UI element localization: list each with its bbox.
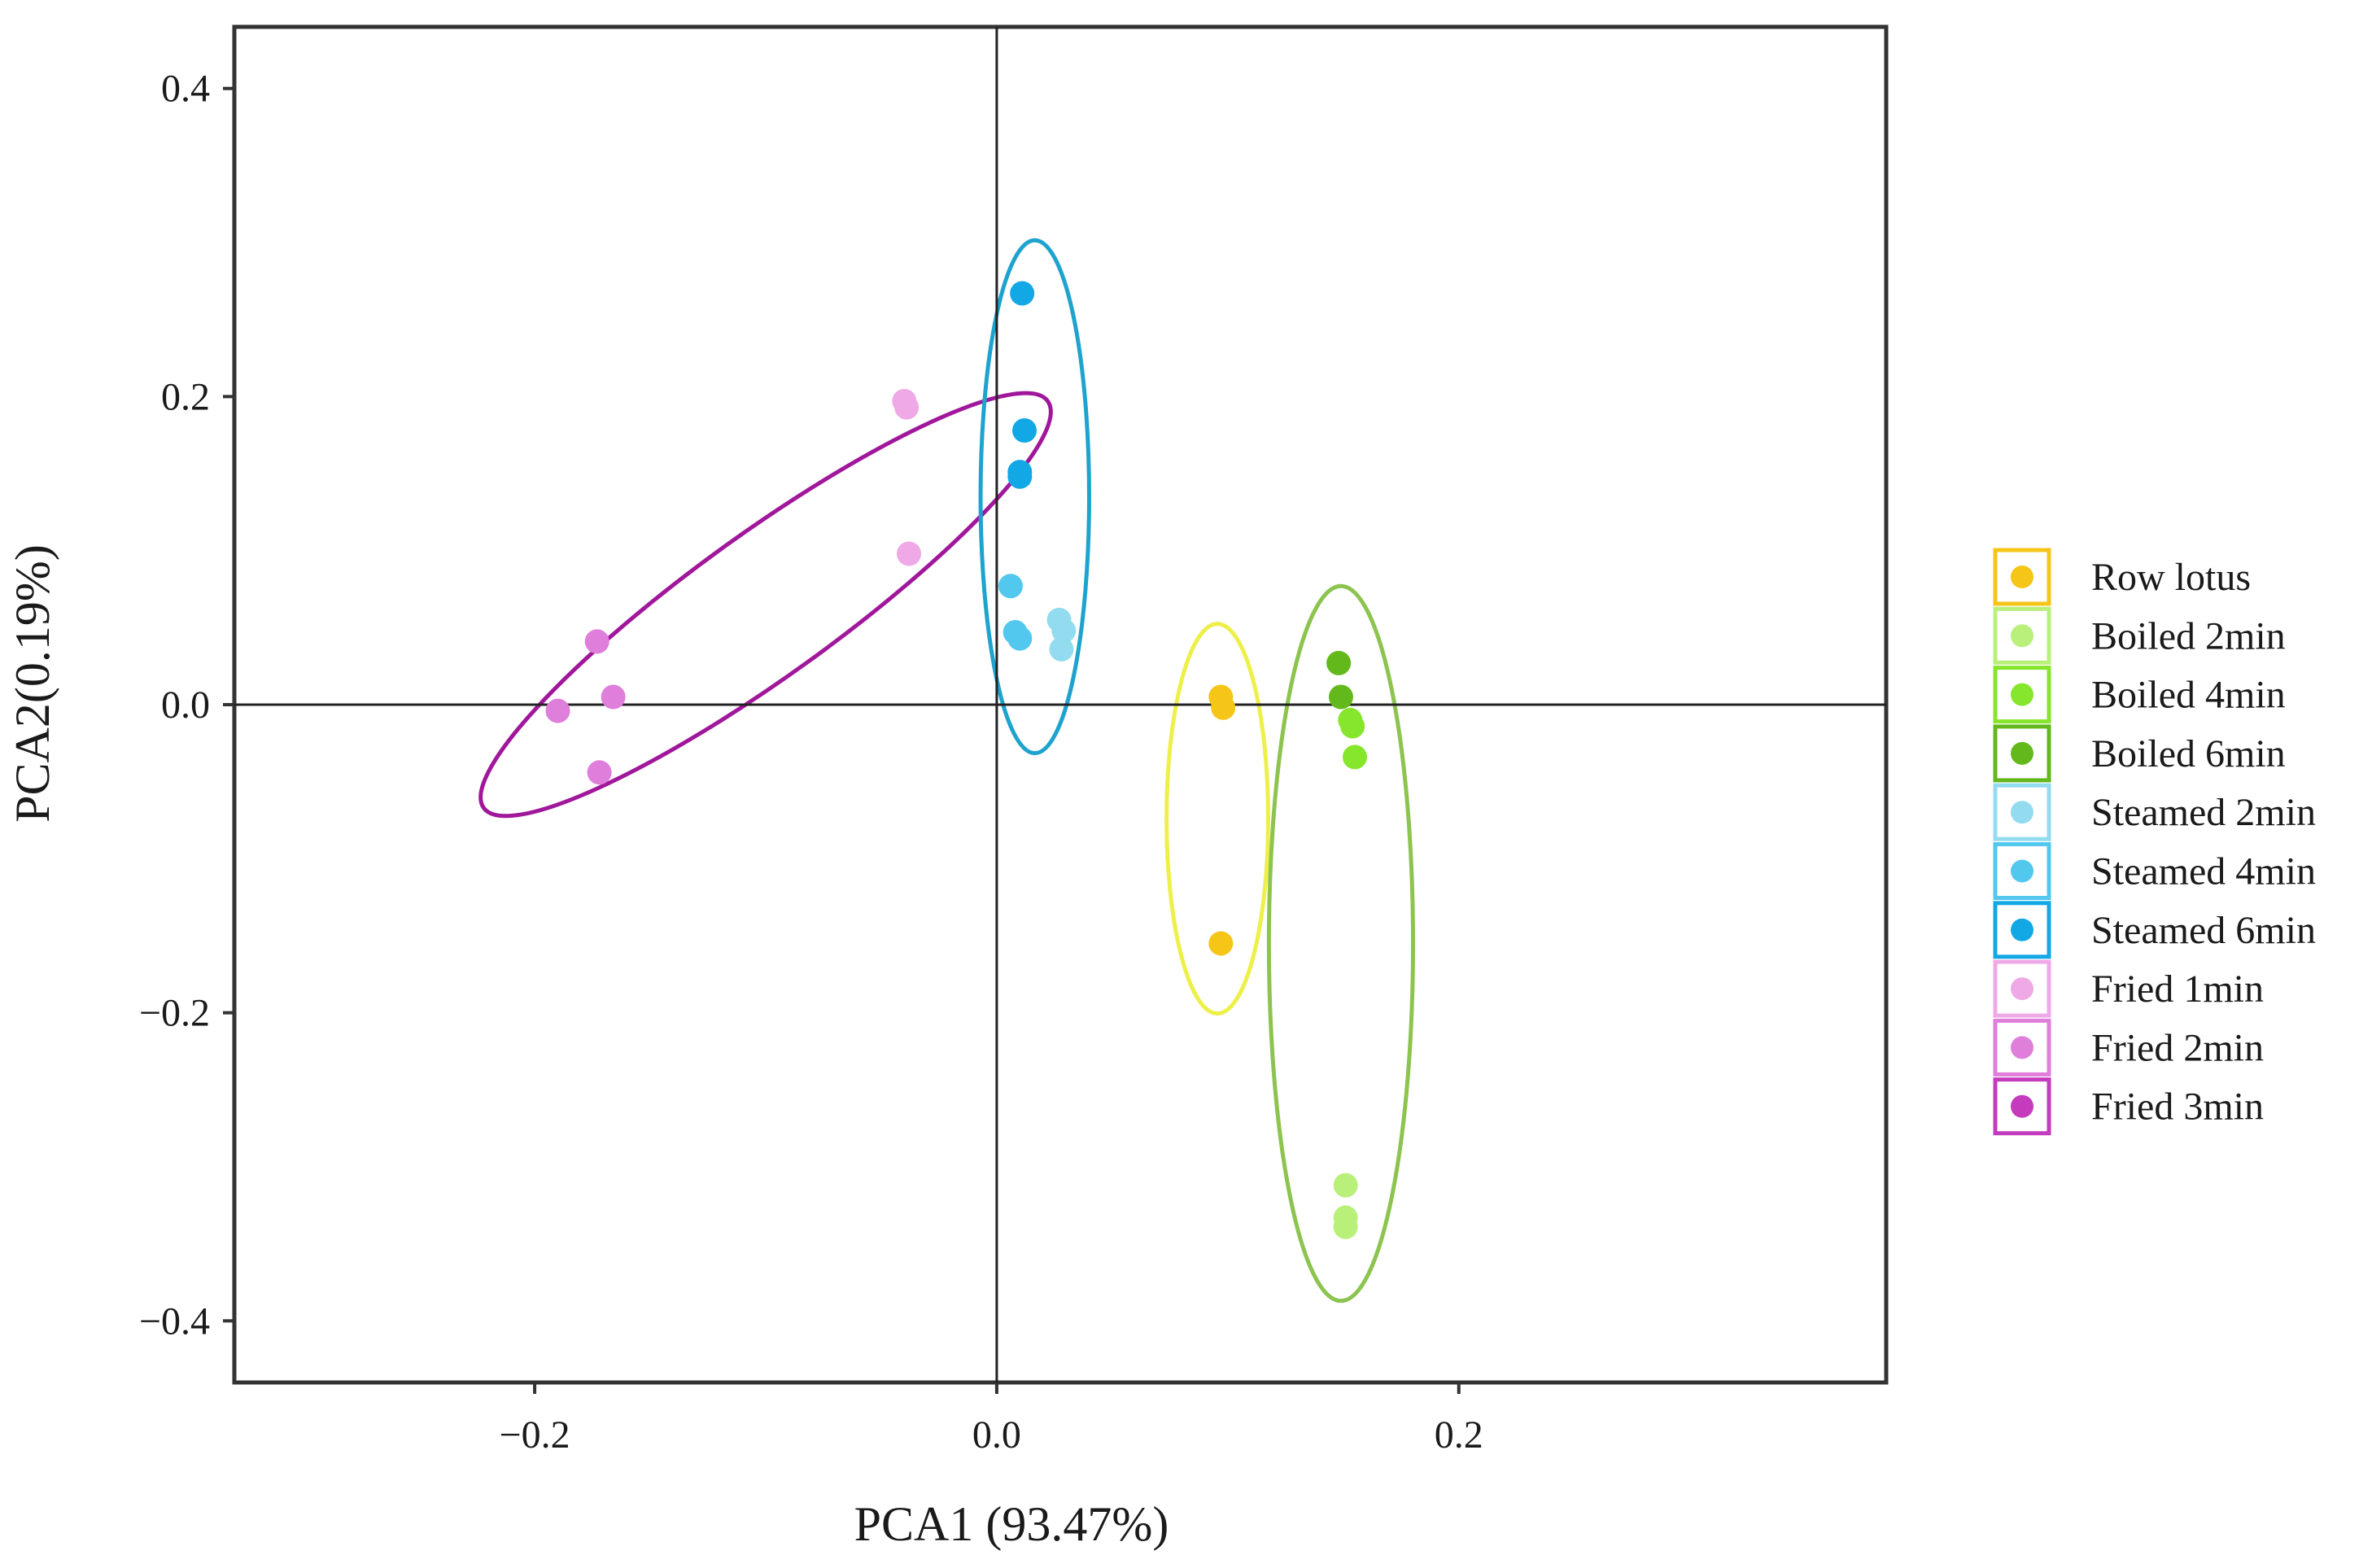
legend-label: Steamed 4min (2091, 850, 2316, 893)
legend-label: Steamed 6min (2091, 909, 2316, 952)
data-point (1328, 684, 1353, 710)
tick-labels: −0.2 0.0 0.2 0.4 0.2 0.0 −0.2 −0.4 (139, 68, 1483, 1457)
data-point (1051, 618, 1077, 644)
legend-swatch (1993, 606, 2051, 665)
legend-label: Boiled 2min (2091, 614, 2286, 657)
legend-label: Row lotus (2091, 556, 2251, 599)
x-axis-title: PCA1 (93.47%) (854, 1497, 1169, 1551)
legend-marker (2011, 683, 2033, 706)
legend-marker (2011, 918, 2033, 941)
legend-marker (2011, 1094, 2033, 1118)
data-point (1007, 626, 1033, 651)
confidence-ellipse (478, 391, 1053, 819)
confidence-ellipse (978, 238, 1091, 756)
axes (223, 24, 1889, 1394)
legend-swatch (1993, 842, 2051, 900)
data-point (601, 684, 626, 710)
data-point (1208, 931, 1234, 956)
x-tick-label: 0.0 (972, 1413, 1021, 1457)
data-point (587, 760, 612, 785)
data-point (998, 574, 1023, 599)
data-point (1333, 1173, 1358, 1198)
legend-marker (2011, 801, 2033, 824)
y-tick-label: 0.4 (161, 68, 210, 111)
data-point (892, 389, 917, 414)
x-tick-label: −0.2 (500, 1413, 570, 1457)
legend-marker (2011, 624, 2033, 648)
data-point (1211, 695, 1236, 720)
data-point (584, 629, 609, 654)
data-point (1333, 1214, 1358, 1239)
legend-marker (2011, 1036, 2033, 1059)
confidence-ellipse (1164, 622, 1271, 1016)
data-point (1340, 714, 1365, 739)
legend-label: Boiled 4min (2091, 674, 2286, 717)
legend-swatch (1993, 1077, 2051, 1136)
y-tick-label: 0.0 (161, 684, 210, 727)
legend: Row lotus Boiled 2min Boiled 4min Boiled 6m… (1993, 548, 2316, 1136)
group-ellipses (478, 238, 1416, 1304)
data-point (545, 698, 570, 723)
y-tick-label: 0.2 (161, 375, 210, 418)
legend-label: Fried 3min (2091, 1085, 2264, 1129)
y-axis-title: PCA2(0.19%) (6, 544, 59, 823)
data-point (1011, 418, 1037, 443)
data-points (545, 281, 1367, 1239)
legend-label: Fried 2min (2091, 1026, 2264, 1069)
legend-marker (2011, 859, 2033, 883)
data-point (1049, 636, 1074, 662)
legend-marker (2011, 566, 2033, 588)
data-point (1010, 281, 1035, 306)
data-point (1007, 464, 1033, 489)
data-point (1326, 650, 1352, 675)
x-tick-label: 0.2 (1435, 1413, 1483, 1457)
y-tick-label: −0.4 (139, 1299, 210, 1343)
legend-label: Boiled 6min (2091, 732, 2286, 775)
data-point (897, 541, 922, 566)
legend-swatch (1993, 783, 2051, 841)
data-point (1342, 745, 1367, 770)
legend-marker (2011, 977, 2033, 1001)
legend-label: Fried 1min (2091, 967, 2264, 1011)
legend-marker (2011, 741, 2033, 765)
y-tick-label: −0.2 (139, 992, 210, 1035)
confidence-ellipse (1266, 583, 1416, 1304)
legend-label: Steamed 2min (2091, 791, 2316, 834)
